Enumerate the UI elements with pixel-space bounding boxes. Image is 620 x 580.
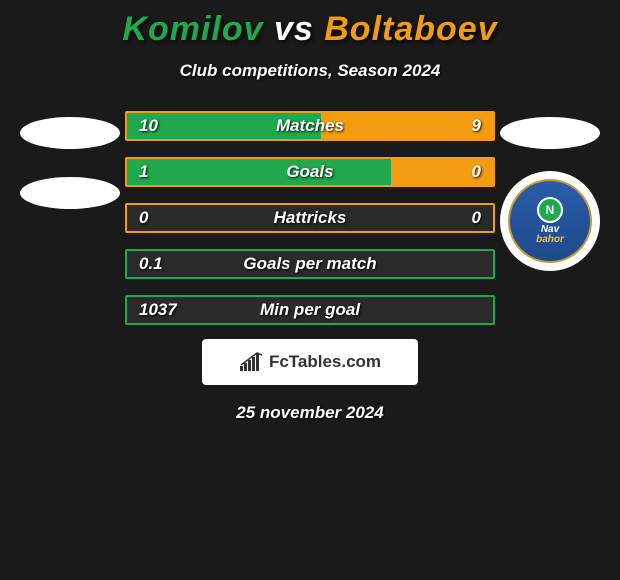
player2-avatar-placeholder bbox=[500, 117, 600, 149]
stat-label: Min per goal bbox=[127, 300, 493, 320]
stat-label: Hattricks bbox=[127, 208, 493, 228]
stat-row: 1037Min per goal bbox=[125, 295, 495, 325]
stat-label: Goals per match bbox=[127, 254, 493, 274]
page-title: Komilov vs Boltaboev bbox=[122, 10, 497, 49]
stat-row: 0Hattricks0 bbox=[125, 203, 495, 233]
badge-initial: N bbox=[537, 197, 563, 223]
stat-bars: 10Matches91Goals00Hattricks00.1Goals per… bbox=[125, 111, 495, 325]
right-side-column: N Nav bahor bbox=[495, 111, 605, 271]
stat-fill-left bbox=[127, 159, 391, 185]
stat-value-right: 0 bbox=[472, 208, 481, 228]
stat-value-left: 0.1 bbox=[139, 254, 163, 274]
badge-text: Nav bahor bbox=[536, 225, 564, 245]
stat-value-left: 1037 bbox=[139, 300, 177, 320]
title-vs: vs bbox=[274, 10, 314, 48]
stat-value-left: 0 bbox=[139, 208, 148, 228]
stat-row: 0.1Goals per match bbox=[125, 249, 495, 279]
player1-avatar-placeholder bbox=[20, 117, 120, 149]
date-line: 25 november 2024 bbox=[236, 403, 383, 423]
stat-row: 10Matches9 bbox=[125, 111, 495, 141]
club-badge-inner: N Nav bahor bbox=[508, 179, 592, 263]
stat-value-right: 0 bbox=[472, 162, 481, 182]
chart-icon bbox=[239, 352, 265, 372]
watermark-text: FcTables.com bbox=[269, 352, 381, 372]
title-player1: Komilov bbox=[122, 10, 263, 48]
stat-value-right: 9 bbox=[472, 116, 481, 136]
stat-value-left: 1 bbox=[139, 162, 148, 182]
player2-club-badge: N Nav bahor bbox=[500, 171, 600, 271]
title-player2: Boltaboev bbox=[324, 10, 497, 48]
stats-area: 10Matches91Goals00Hattricks00.1Goals per… bbox=[0, 111, 620, 325]
badge-line2: bahor bbox=[536, 234, 564, 245]
stat-value-left: 10 bbox=[139, 116, 158, 136]
watermark: FcTables.com bbox=[202, 339, 418, 385]
stat-row: 1Goals0 bbox=[125, 157, 495, 187]
left-side-column bbox=[15, 111, 125, 231]
player1-club-placeholder bbox=[20, 177, 120, 209]
subtitle: Club competitions, Season 2024 bbox=[180, 61, 441, 81]
stat-fill-right bbox=[321, 113, 493, 139]
